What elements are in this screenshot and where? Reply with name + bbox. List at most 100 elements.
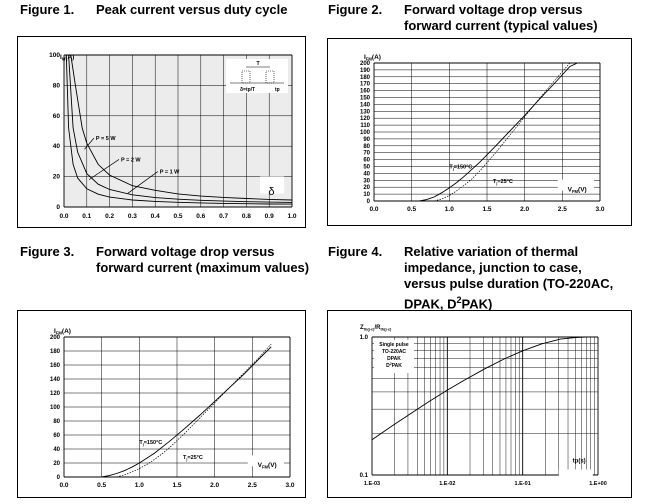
fig1-series-label-1: P = 2 W [121, 157, 141, 163]
figure-1-chart: 0.0 0.1 0.2 0.3 0.4 0.5 0.6 0.7 0.8 0.9 1.0 0 20 40 60… [17, 36, 306, 228]
fig2-y-tick-9: 90 [363, 137, 370, 143]
fig3-y-tick-1: 20 [53, 461, 60, 467]
figure-4-chart: 1.E-03 1.E-02 1.E-01 1.E+00 0.1 1.0 Zth(j-c)/R… [327, 310, 632, 498]
figure-2-chart: 0.0 0.5 1.0 1.5 2.0 2.5 3.0 0 10 20 30 40 50 60 70 80 90… [327, 38, 632, 226]
fig3-series-label-1-part-2: =25°C [187, 455, 203, 461]
figure-2-caption: Figure 2. Forward voltage drop versus fo… [328, 2, 648, 38]
fig3-y-tick-5: 100 [50, 405, 61, 411]
fig2-y-label-part-0: I [364, 54, 366, 61]
fig2-series-label-1: Tj=25°C [493, 179, 513, 186]
figure-3-svg: 0.0 0.5 1.0 1.5 2.0 2.5 3.0 0 20 40 60 80 100 120 140 1… [50, 328, 295, 489]
fig1-inset-t: T [256, 61, 260, 67]
fig3-y-label: IFM(A) [54, 328, 71, 336]
fig3-x-tick-1: 0.5 [97, 482, 106, 489]
fig4-y-label-part-1: th(j-c) [364, 327, 376, 332]
fig4-legend-line-2: DPAK [387, 356, 401, 362]
figure-3-number: Figure 3. [20, 244, 75, 259]
figure-4-title-line-4-tail: PAK) [461, 296, 493, 312]
figure-4-svg: 1.E-03 1.E-02 1.E-01 1.E+00 0.1 1.0 Zth(j-c)/R… [360, 325, 607, 487]
fig4-legend-d: D [386, 363, 390, 369]
fig3-x-tick-6: 3.0 [285, 482, 294, 489]
fig4-x-label-bg [558, 469, 593, 481]
figure-4-title-line-4: DPAK, D2PAK) [404, 292, 492, 312]
fig2-y-tick-3: 30 [363, 178, 370, 184]
fig4-y-label: Zth(j-c)/Rth(j-c) [360, 325, 392, 332]
figure-3-title-line-2: forward current (maximum values) [96, 260, 310, 275]
figure-2-title-line-1: Forward voltage drop versus [404, 2, 583, 17]
fig2-y-label-part-1: FM [366, 57, 373, 62]
figure-2-number: Figure 2. [328, 2, 383, 17]
fig1-series-label-0: P = 5 W [96, 136, 116, 142]
fig2-x-tick-6: 3.0 [595, 206, 604, 213]
figure-3-title-line-1: Forward voltage drop versus [96, 244, 275, 259]
fig4-x-tick-1: 1.E-02 [439, 481, 455, 487]
fig3-x-label-part-1: FM [262, 465, 269, 470]
fig3-series-label-0-part-0: T [139, 440, 143, 446]
fig3-y-tick-9: 180 [50, 349, 61, 355]
fig2-y-tick-5: 50 [363, 165, 370, 171]
fig1-y-tick-4: 80 [53, 82, 61, 89]
fig3-x-tick-2: 1.0 [135, 482, 144, 489]
fig1-inset-bg [226, 59, 288, 93]
fig4-legend-line-3: D2PAK [386, 362, 402, 369]
fig3-x-label: VFM(V) [258, 462, 277, 470]
fig1-inset-delta: δ=tp/T [240, 87, 255, 93]
figure-4-title-line-1: Relative variation of thermal [404, 244, 579, 259]
fig1-inset-pulse-1 [241, 70, 251, 84]
fig2-y-label: IFM(A) [364, 54, 381, 62]
figure-2-svg: 0.0 0.5 1.0 1.5 2.0 2.5 3.0 0102030405060708090… [360, 54, 605, 213]
fig3-series-label-0-part-2: =150°C [144, 440, 163, 446]
fig3-x-label-part-0: V [258, 462, 263, 469]
fig3-x-label-bg [247, 455, 284, 467]
fig2-y-tick-10: 100 [360, 130, 371, 136]
fig1-series-0 [70, 54, 293, 201]
fig2-x-tick-5: 2.5 [558, 206, 567, 213]
fig3-series-label-1-part-1: j [185, 457, 187, 461]
fig2-x-tick-0: 0.0 [369, 206, 378, 213]
fig3-x-tick-4: 2.0 [210, 482, 219, 489]
fig1-y-tick-5: 100 [49, 52, 60, 59]
fig2-y-tick-7: 70 [363, 151, 370, 157]
fig4-y-tick-0: 0.1 [360, 473, 369, 479]
fig1-x-label: δ [268, 186, 274, 198]
fig1-inset-tp: tp [275, 87, 280, 93]
figure-4-title-line-2: impedance, junction to case, [404, 260, 582, 275]
fig3-x-label-part-2: (V) [268, 462, 277, 469]
fig2-y-tick-16: 160 [360, 89, 371, 95]
fig3-y-tick-0: 0 [57, 475, 61, 481]
fig2-y-tick-4: 40 [363, 171, 370, 177]
fig1-x-tick-5: 0.5 [173, 213, 182, 220]
fig1-series-label-2: P = 1 W [160, 170, 180, 176]
figure-4-number: Figure 4. [328, 244, 383, 259]
fig2-y-tick-20: 200 [360, 61, 371, 67]
fig2-series-0 [419, 62, 578, 202]
fig2-y-tick-17: 170 [360, 82, 371, 88]
fig1-x-tick-3: 0.3 [128, 213, 137, 220]
fig2-series-label-0-part-0: T [449, 165, 453, 171]
figure-2-title-line-2: forward current (typical values) [404, 18, 598, 33]
fig3-y-label-part-0: I [54, 328, 56, 335]
fig4-x-tick-0: 1.E-03 [364, 481, 380, 487]
fig2-x-label: VFM(V) [568, 186, 587, 194]
fig2-y-tick-14: 140 [360, 102, 371, 108]
fig2-series-1 [434, 62, 585, 202]
fig3-series-label-1: Tj=25°C [183, 455, 203, 462]
fig3-y-tick-8: 160 [50, 363, 61, 369]
fig2-series-label-0: Tj=150°C [449, 165, 472, 172]
fig4-legend-pak: PAK [392, 363, 403, 369]
fig4-legend-line-0: Single pulse [379, 342, 409, 348]
fig1-x-tick-7: 0.7 [219, 213, 228, 220]
fig3-series-label-0-part-1: j [142, 443, 144, 447]
fig3-series-label-1-part-0: T [183, 455, 187, 461]
figure-4-title-line-3: versus pulse duration (TO-220AC, [404, 276, 614, 291]
fig1-y-tick-1: 20 [53, 174, 61, 181]
fig2-y-label-part-2: (A) [372, 54, 381, 61]
fig4-x-tick-3: 1.E+00 [589, 481, 607, 487]
fig2-x-label-part-1: FM [572, 189, 579, 194]
fig1-series-label-leader-2 [127, 171, 158, 194]
fig2-x-label-bg [557, 179, 594, 191]
fig4-legend-bg [374, 340, 414, 373]
fig1-series-1 [68, 54, 293, 203]
fig2-x-tick-1: 0.5 [407, 206, 416, 213]
fig2-y-tick-2: 20 [363, 185, 370, 191]
